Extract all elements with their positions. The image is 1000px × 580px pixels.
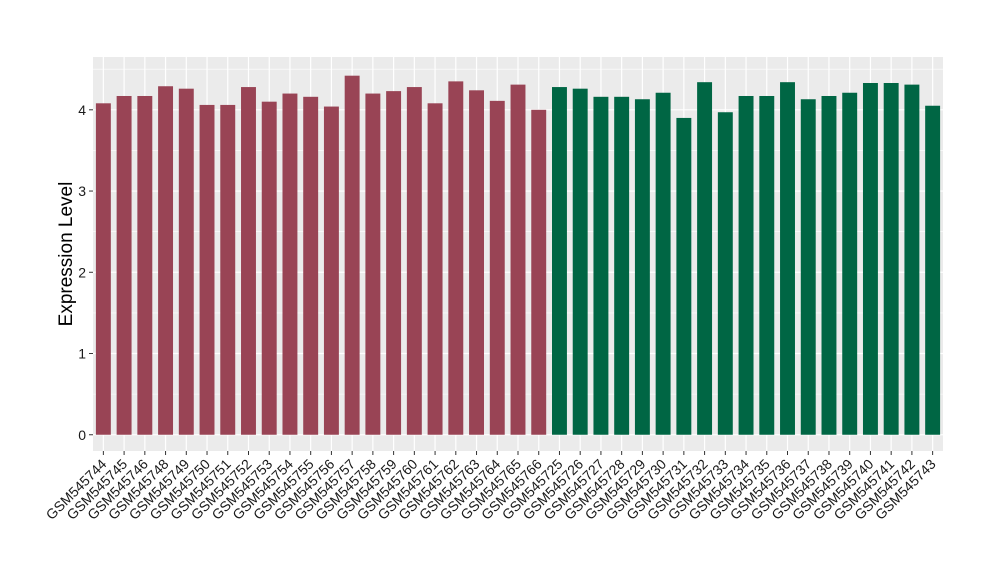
- bar-GSM545762: [448, 81, 464, 435]
- bar-GSM545748: [158, 86, 174, 435]
- bar-GSM545729: [634, 99, 650, 435]
- bar-GSM545760: [406, 87, 422, 435]
- y-tick-label: 1: [78, 346, 86, 362]
- bar-GSM545743: [925, 105, 941, 435]
- bar-GSM545746: [137, 95, 153, 435]
- bar-GSM545755: [303, 96, 319, 435]
- bar-GSM545749: [178, 88, 194, 435]
- bar-GSM545754: [282, 93, 298, 435]
- bar-GSM545756: [323, 106, 339, 435]
- bar-GSM545761: [427, 103, 443, 435]
- y-axis-title: Expression Level: [56, 182, 77, 327]
- y-tick-label: 2: [78, 264, 86, 280]
- bar-GSM545737: [800, 99, 816, 435]
- bar-GSM545766: [531, 109, 547, 435]
- bar-GSM545740: [862, 82, 878, 435]
- bars: [95, 75, 941, 435]
- bar-GSM545734: [738, 95, 754, 435]
- bar-GSM545751: [220, 104, 236, 435]
- bar-GSM545759: [386, 91, 402, 435]
- y-axis-ticks: 0 1 2 3 4: [78, 102, 93, 443]
- bar-GSM545727: [593, 96, 609, 435]
- bar-GSM545725: [552, 87, 567, 435]
- bar-GSM545764: [489, 100, 505, 435]
- bar-GSM545736: [780, 82, 795, 435]
- bar-GSM545765: [510, 84, 526, 435]
- bar-GSM545757: [344, 75, 360, 435]
- y-tick-label: 0: [78, 427, 86, 443]
- bar-GSM545744: [95, 103, 111, 435]
- bar-GSM545741: [883, 82, 899, 435]
- bar-GSM545758: [365, 93, 381, 435]
- bar-GSM545745: [116, 95, 132, 435]
- bar-GSM545733: [717, 112, 733, 435]
- bar-GSM545732: [697, 82, 713, 435]
- bar-GSM545752: [241, 87, 256, 435]
- bar-GSM545750: [199, 104, 215, 435]
- bar-GSM545753: [261, 101, 277, 435]
- bar-GSM545731: [676, 117, 692, 435]
- x-axis-ticks: GSM545744GSM545745GSM545746GSM545748GSM5…: [43, 451, 939, 523]
- bar-GSM545763: [469, 90, 484, 435]
- bar-GSM545738: [821, 95, 837, 435]
- bar-GSM545730: [655, 92, 671, 435]
- bar-GSM545728: [614, 96, 630, 435]
- y-tick-label: 4: [78, 102, 86, 118]
- bar-GSM545726: [572, 88, 588, 435]
- bar-GSM545735: [759, 95, 775, 435]
- bar-GSM545739: [842, 92, 858, 435]
- bar-GSM545742: [904, 84, 920, 435]
- y-tick-label: 3: [78, 183, 86, 199]
